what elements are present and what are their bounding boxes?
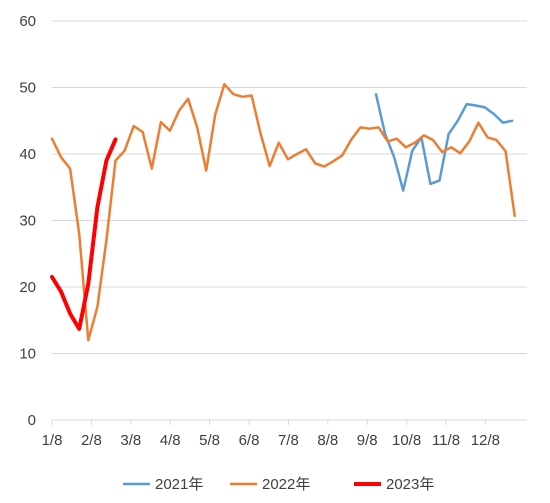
series-line-2023年 [50,137,118,331]
x-axis-ticks: 1/8 2/8 3/8 4/8 5/8 6/8 7/8 8/8 9/8 10/8 11/8 12/8 [42,432,500,449]
x-tick-label: 9/8 [357,432,378,449]
gridlines [52,20,527,354]
x-tick-label: 7/8 [278,432,299,449]
y-tick-label: 20 [19,279,36,296]
x-tick-label: 3/8 [120,432,141,449]
x-axis [51,419,527,425]
x-tick-label: 12/8 [471,432,500,449]
x-tick-label: 5/8 [199,432,220,449]
legend-label: 2022年 [262,476,310,493]
y-tick-label: 10 [19,346,36,363]
legend: 2021年 2022年 2023年 [123,476,434,493]
x-tick-label: 2/8 [81,432,102,449]
y-tick-label: 40 [19,146,36,163]
y-tick-label: 0 [28,412,36,429]
legend-label: 2023年 [386,476,434,493]
x-tick-label: 4/8 [160,432,181,449]
x-tick-label: 8/8 [317,432,338,449]
y-tick-label: 50 [19,80,36,97]
y-tick-label: 60 [19,13,36,30]
x-tick-label: 10/8 [392,432,421,449]
series-lines [50,82,516,342]
series-line-2022年 [50,82,516,342]
y-axis-ticks: 0 10 20 30 40 50 60 [19,13,36,429]
x-tick-label: 1/8 [42,432,63,449]
series-line-2021年 [374,92,514,192]
x-tick-label: 11/8 [432,432,460,449]
x-tick-label: 6/8 [239,432,260,449]
y-tick-label: 30 [19,213,36,230]
legend-label: 2021年 [155,476,203,493]
